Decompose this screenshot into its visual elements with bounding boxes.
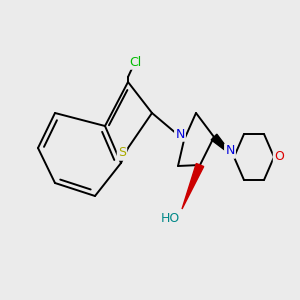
Polygon shape <box>182 164 204 209</box>
Text: HO: HO <box>160 212 180 224</box>
Text: N: N <box>225 145 235 158</box>
Polygon shape <box>211 134 234 157</box>
Text: S: S <box>118 146 126 160</box>
Text: O: O <box>274 151 284 164</box>
Text: N: N <box>175 128 185 140</box>
Text: Cl: Cl <box>129 56 141 68</box>
